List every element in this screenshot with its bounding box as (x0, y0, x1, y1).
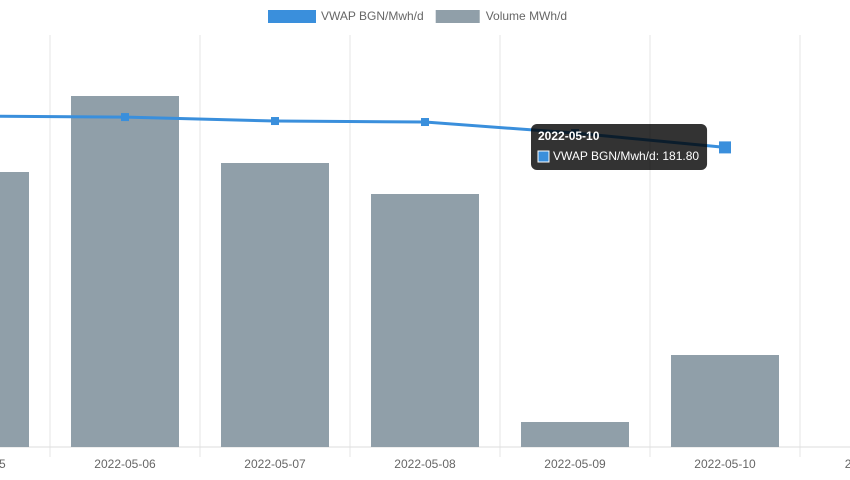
bar (0, 172, 29, 447)
bar (671, 355, 779, 447)
bar (71, 96, 179, 447)
legend-label: VWAP BGN/Mwh/d (321, 9, 424, 23)
x-tick-label: 2022-05-09 (544, 457, 606, 471)
x-tick-label: 2022-05-11 (845, 457, 850, 471)
tooltip-label: VWAP BGN/Mwh/d: 181.80 (553, 149, 699, 163)
tooltip-swatch (537, 150, 550, 163)
x-tick-label: 2022-05-07 (244, 457, 306, 471)
tooltip: 2022-05-10 VWAP BGN/Mwh/d: 181.80 (531, 124, 708, 170)
line-marker (421, 118, 429, 127)
tooltip-title: 2022-05-10 (538, 129, 600, 143)
legend-label: Volume MWh/d (486, 9, 567, 23)
line-marker (271, 117, 279, 126)
x-tick-label: 2022-05-10 (694, 457, 756, 471)
x-tick-label: 2022-05-06 (94, 457, 156, 471)
bar (371, 194, 479, 447)
legend-swatch (268, 10, 316, 23)
line-marker (719, 141, 731, 154)
legend-swatch (435, 10, 480, 23)
x-tick-label: 2022-05-05 (0, 457, 6, 471)
bar (521, 422, 629, 447)
x-tick-label: 2022-05-08 (394, 457, 456, 471)
tooltip-box (531, 124, 708, 170)
bar (221, 163, 329, 447)
line-marker (121, 113, 129, 122)
